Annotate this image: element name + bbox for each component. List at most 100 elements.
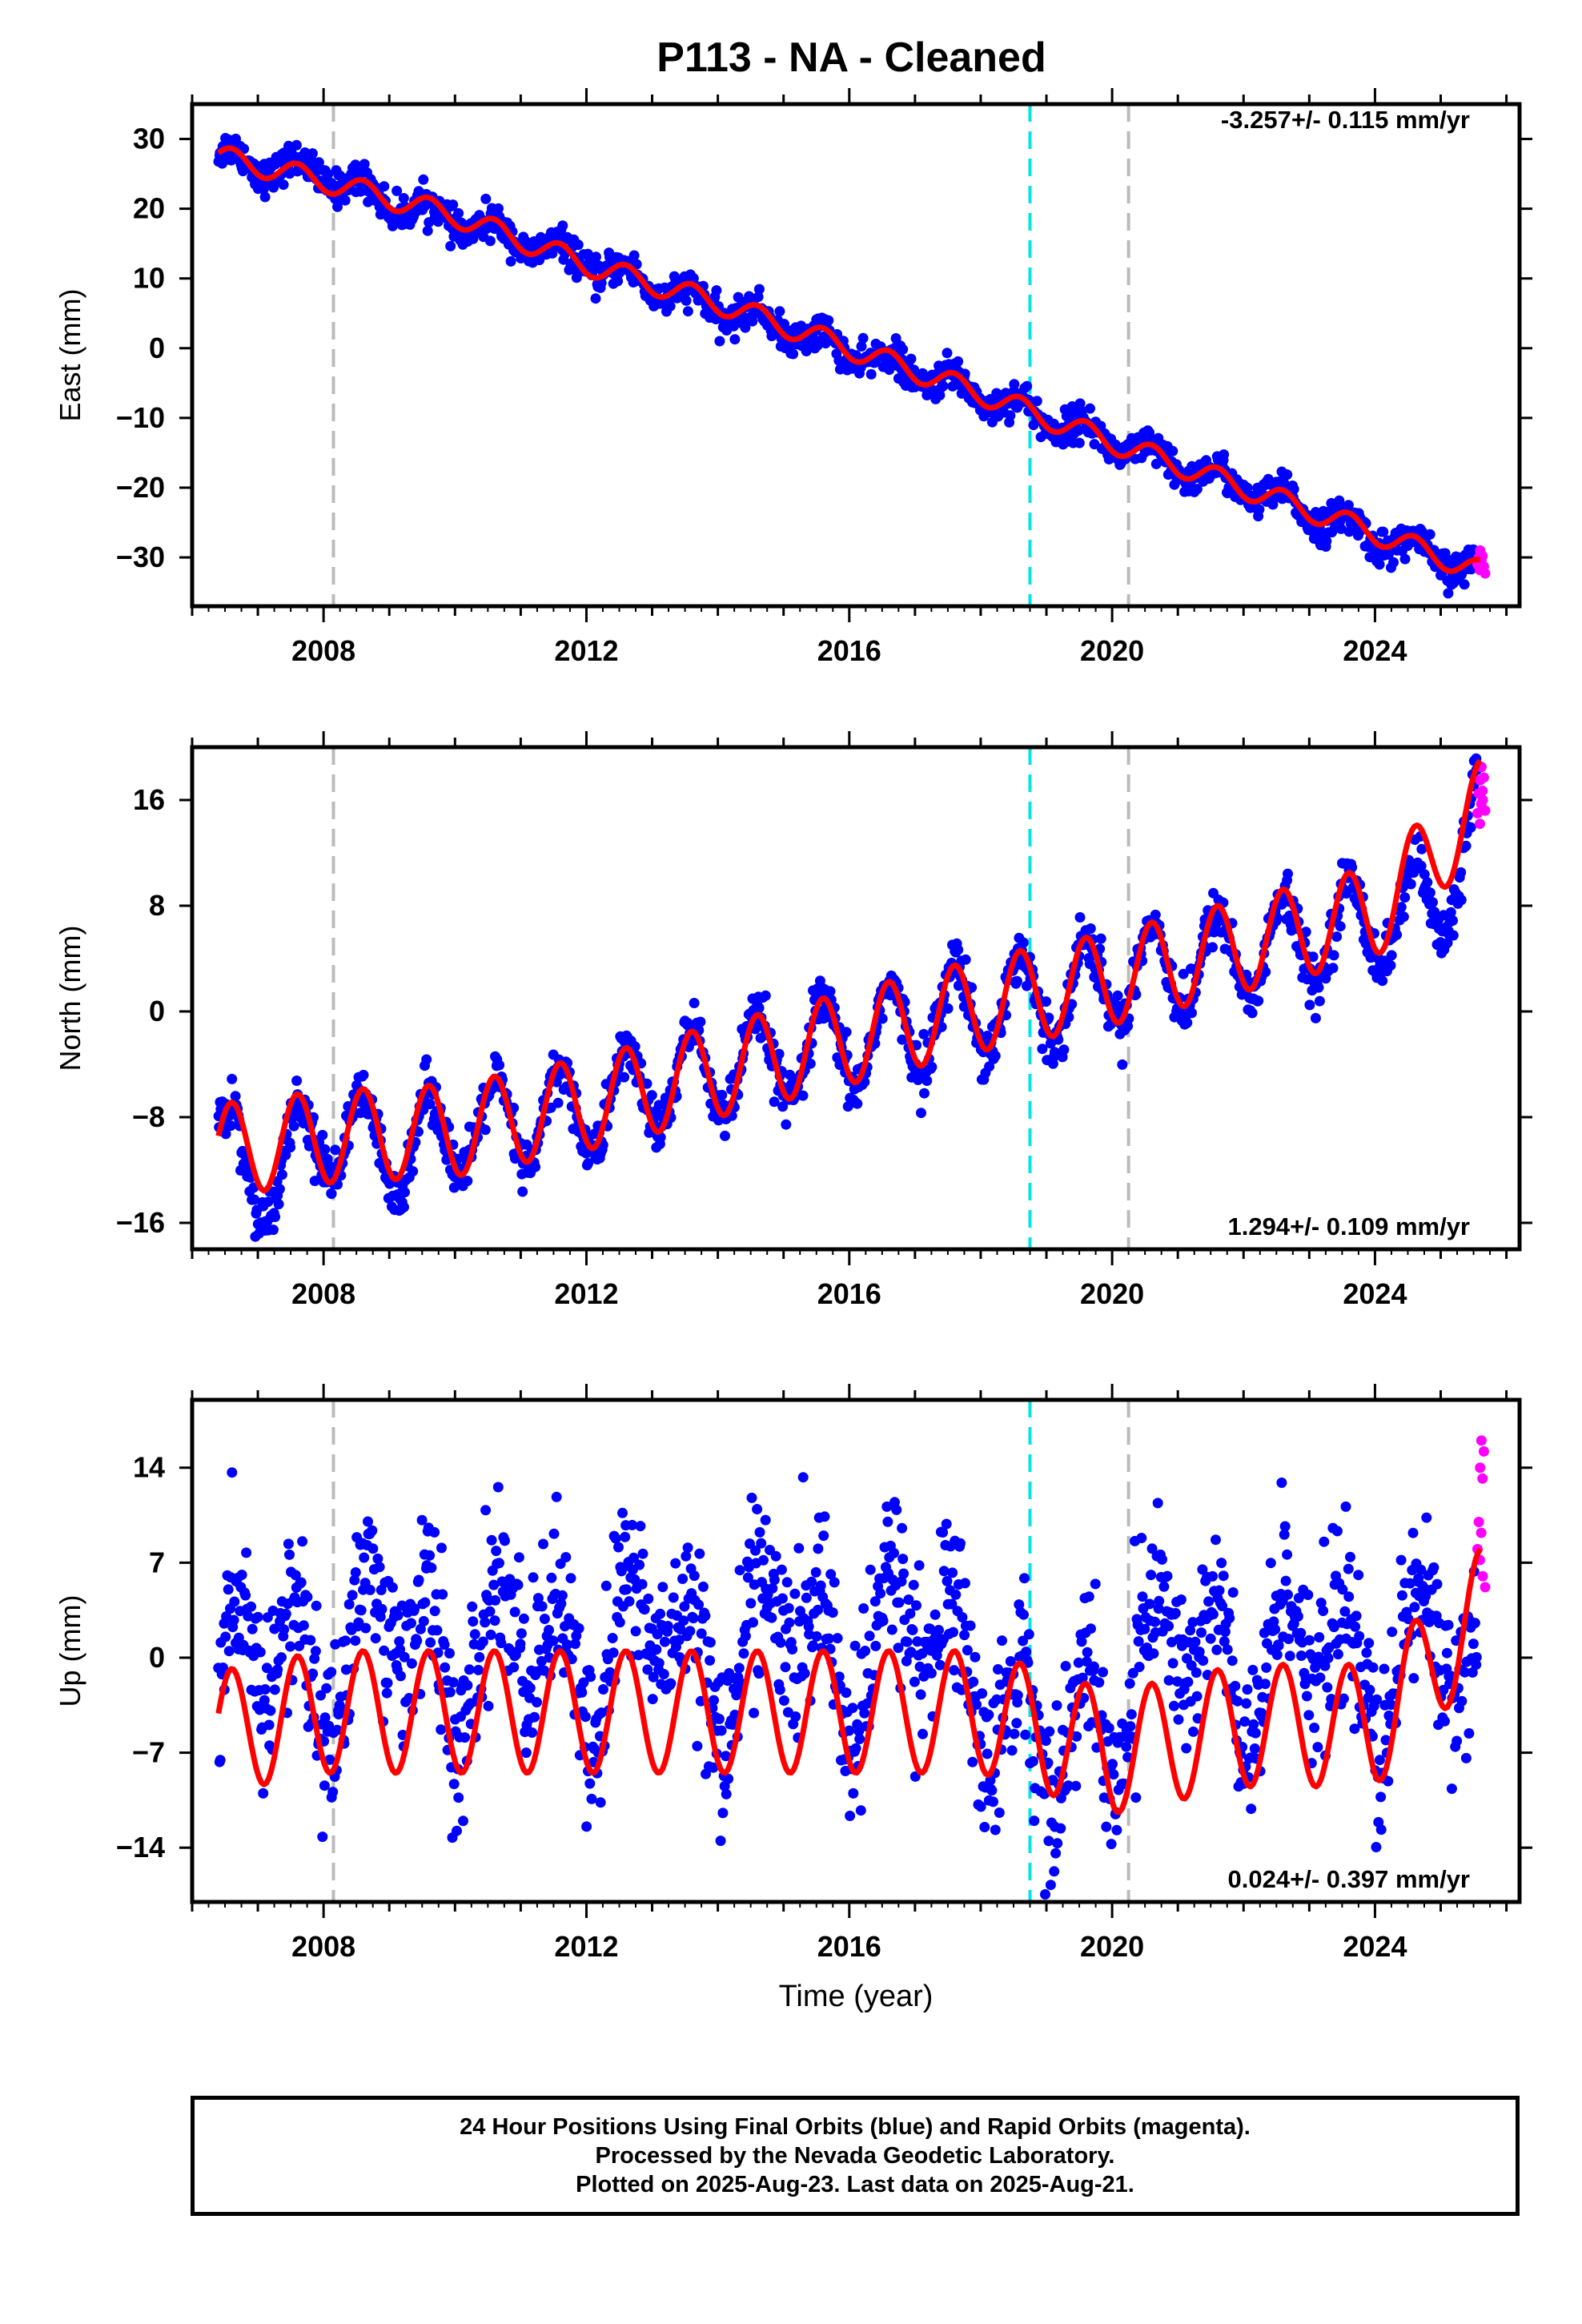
data-point	[668, 1592, 679, 1603]
data-point	[1332, 1649, 1343, 1660]
data-point	[505, 255, 516, 267]
data-point	[665, 300, 676, 312]
data-point	[1107, 1759, 1118, 1770]
data-point	[806, 1576, 817, 1587]
data-point	[1074, 437, 1085, 448]
data-point	[1112, 990, 1123, 1001]
data-point	[494, 1558, 504, 1569]
data-point	[1318, 1606, 1329, 1616]
data-point	[256, 1264, 267, 1274]
data-point	[1139, 1623, 1150, 1634]
rapid-orbit-points	[1472, 762, 1491, 830]
data-point	[962, 1645, 973, 1656]
data-point	[1261, 1662, 1272, 1673]
data-point	[825, 986, 836, 997]
data-point	[583, 1158, 594, 1169]
data-point	[291, 1076, 303, 1086]
data-point	[688, 1613, 699, 1624]
plot-area-up	[213, 1400, 1491, 1902]
data-point	[1254, 504, 1265, 515]
data-point	[556, 1598, 567, 1609]
data-point	[984, 1061, 995, 1072]
data-point	[409, 1603, 420, 1614]
rate-annotation: 1.294+/- 0.109 mm/yr	[1228, 1212, 1470, 1240]
axes-frame	[190, 102, 1522, 609]
data-point	[847, 1703, 858, 1714]
y-axis-label: East (mm)	[54, 289, 86, 422]
data-point	[520, 1747, 532, 1759]
data-point	[1456, 1695, 1468, 1707]
data-point	[946, 1598, 958, 1610]
data-point	[379, 181, 390, 192]
data-point	[524, 1683, 536, 1694]
data-point	[784, 1617, 795, 1628]
data-point	[552, 1097, 564, 1108]
data-point	[604, 1667, 616, 1678]
data-point	[1191, 484, 1203, 495]
data-point	[387, 1582, 398, 1593]
data-point	[585, 1671, 596, 1683]
data-point	[276, 1169, 287, 1180]
data-point	[1464, 1728, 1475, 1739]
data-point	[527, 1727, 538, 1738]
data-point	[1136, 1533, 1147, 1543]
data-point	[1422, 877, 1433, 888]
data-point	[285, 1641, 296, 1652]
x-tick-label: 2024	[1343, 634, 1407, 667]
data-point	[753, 1003, 765, 1014]
data-point	[1175, 1594, 1186, 1605]
data-point	[911, 1600, 921, 1611]
data-point	[947, 1567, 958, 1578]
rate-annotation: 0.024+/- 0.397 mm/yr	[1228, 1865, 1470, 1893]
data-point	[1178, 968, 1189, 979]
data-point	[528, 1572, 539, 1583]
data-point	[295, 1577, 307, 1588]
data-point	[1465, 822, 1476, 833]
data-point	[1152, 1498, 1163, 1509]
data-point	[259, 1695, 270, 1706]
data-point	[422, 225, 433, 236]
data-point	[634, 1559, 645, 1570]
data-point	[349, 1574, 360, 1586]
data-point	[770, 1550, 781, 1562]
data-point	[319, 1144, 331, 1155]
data-point	[1378, 526, 1389, 537]
data-point	[297, 1536, 308, 1547]
data-point	[1232, 1695, 1243, 1707]
data-point	[778, 1695, 789, 1706]
data-point	[1283, 1589, 1293, 1600]
data-point	[315, 1690, 326, 1701]
data-point	[290, 1570, 301, 1581]
data-point	[673, 1634, 685, 1646]
data-point	[223, 1584, 234, 1595]
data-point	[228, 1614, 239, 1626]
data-point	[474, 1651, 485, 1663]
data-point	[1052, 1838, 1063, 1849]
data-point	[241, 1547, 252, 1558]
data-point	[548, 1528, 560, 1539]
data-point	[959, 1630, 970, 1641]
data-point	[1216, 1558, 1227, 1569]
data-point	[607, 1633, 618, 1643]
data-point	[689, 998, 700, 1008]
data-point	[1354, 1630, 1365, 1642]
data-point	[1282, 1549, 1293, 1560]
data-point	[412, 1635, 423, 1647]
data-point	[897, 1554, 909, 1565]
data-point	[240, 1590, 251, 1601]
data-point	[856, 341, 867, 352]
data-point	[774, 306, 785, 317]
data-point	[486, 1534, 497, 1546]
x-tick-label: 2020	[1080, 1930, 1144, 1963]
data-point	[823, 315, 834, 326]
data-point	[697, 1581, 709, 1592]
data-point	[788, 348, 799, 360]
data-point	[1268, 1616, 1279, 1627]
data-point	[1323, 1653, 1334, 1663]
data-point	[267, 1224, 279, 1236]
data-point	[1071, 1731, 1082, 1742]
axes-frame	[190, 1397, 1522, 1904]
data-point	[280, 1149, 291, 1160]
data-point	[901, 1655, 912, 1667]
data-point	[258, 1787, 269, 1799]
